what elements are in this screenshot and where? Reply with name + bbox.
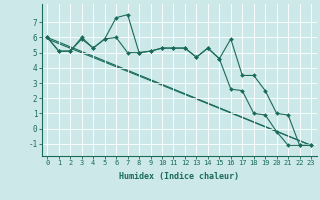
X-axis label: Humidex (Indice chaleur): Humidex (Indice chaleur) [119,172,239,181]
